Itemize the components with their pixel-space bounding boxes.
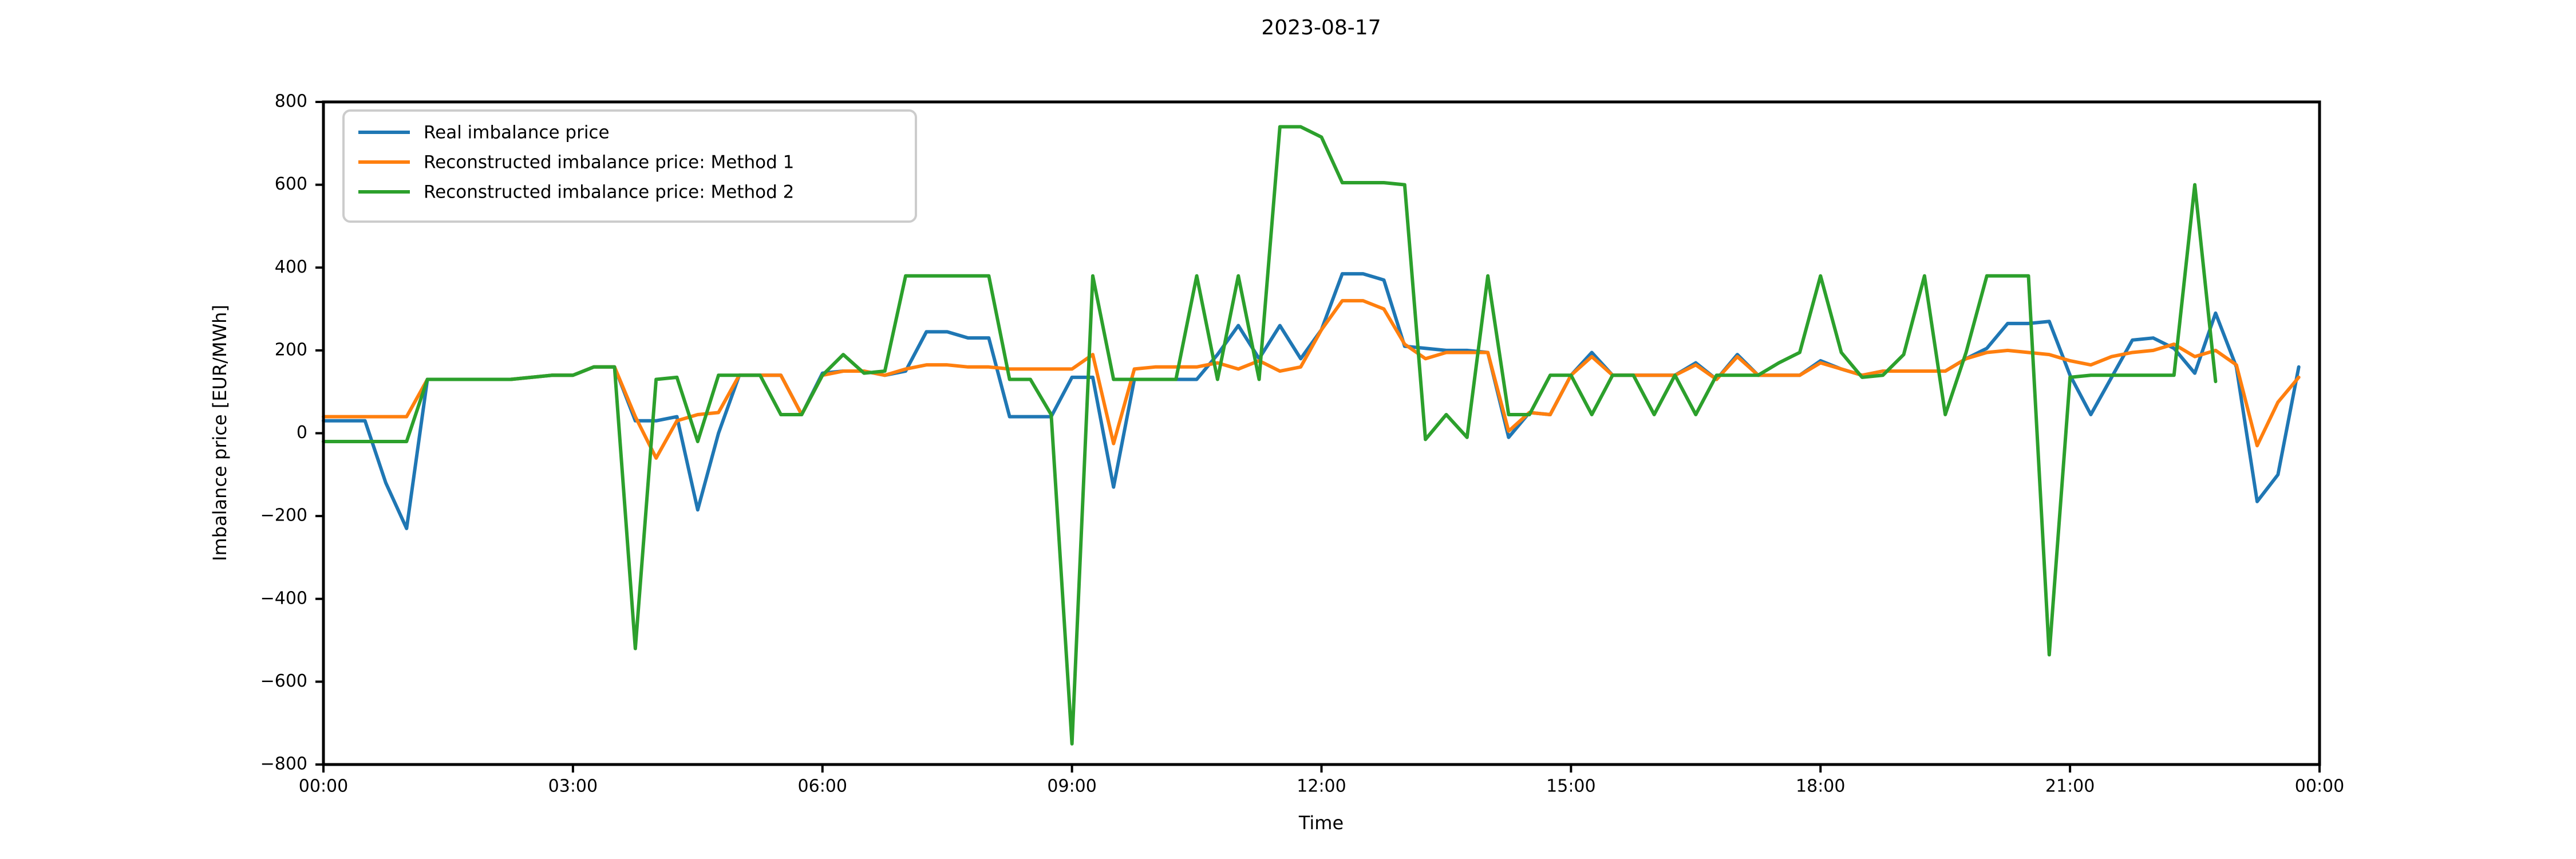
y-tick-label: 0: [297, 423, 307, 443]
x-tick-label: 00:00: [2295, 777, 2344, 797]
series-line: [322, 299, 2301, 460]
x-tick-label: 21:00: [2045, 777, 2095, 797]
y-tick-label: 200: [275, 340, 307, 360]
y-tick-label: 400: [275, 257, 307, 277]
legend-frame: [342, 109, 917, 223]
y-tick-label: 800: [275, 92, 307, 112]
y-tick-label: −800: [260, 754, 307, 774]
legend-label[interactable]: Reconstructed imbalance price: Method 2: [424, 182, 794, 203]
x-tick-label: 15:00: [1546, 777, 1595, 797]
axis-spines: [322, 100, 2321, 766]
axis-ticks-group: 800 600 400 200 0 −200 −400 −600 −800 00:00 03:00 0…: [260, 92, 2345, 797]
x-tick-label: 00:00: [299, 777, 348, 797]
x-tick-label: 12:00: [1297, 777, 1346, 797]
series-group: [322, 125, 2301, 746]
x-tick-label: 18:00: [1796, 777, 1845, 797]
chart-title-group: 2023-08-17: [1261, 16, 1381, 40]
legend-label[interactable]: Real imbalance price: [424, 123, 610, 143]
legend-label[interactable]: Reconstructed imbalance price: Method 1: [424, 152, 794, 173]
axis-labels-group: Time Imbalance price [EUR/MWh]: [209, 305, 1344, 834]
x-tick-label: 03:00: [548, 777, 598, 797]
x-axis-label: Time: [1298, 812, 1344, 834]
page-title: 2023-08-17: [1261, 16, 1381, 40]
plot-frame: [322, 100, 2321, 766]
series-line: [322, 125, 2218, 746]
y-axis-label: Imbalance price [EUR/MWh]: [209, 305, 231, 561]
legend[interactable]: Real imbalance price Reconstructed imbala…: [342, 109, 917, 223]
y-tick-label: 600: [275, 174, 307, 194]
x-tick-label: 06:00: [798, 777, 847, 797]
x-tick-label: 09:00: [1047, 777, 1096, 797]
y-tick-label: −200: [260, 506, 307, 526]
y-tick-label: −400: [260, 588, 307, 608]
series-line: [322, 272, 2301, 530]
y-tick-label: −600: [260, 671, 307, 691]
